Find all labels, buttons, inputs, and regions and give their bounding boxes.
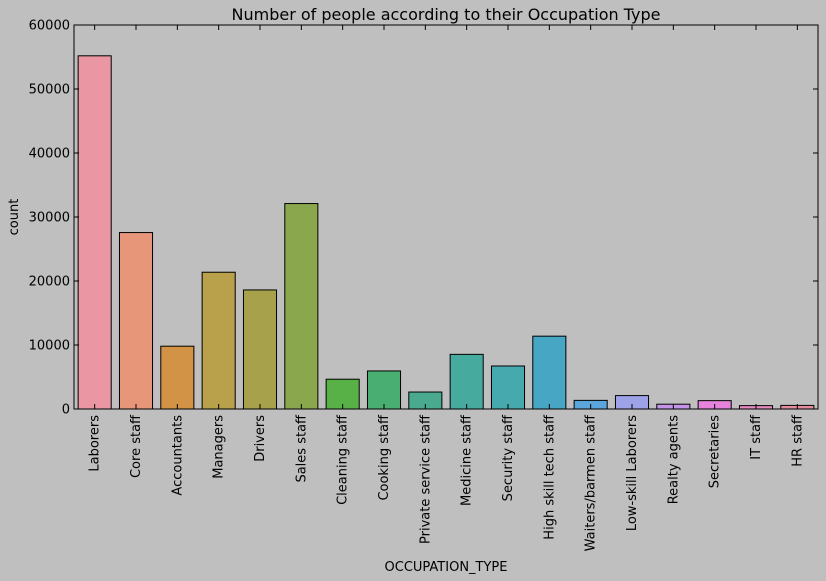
bar-medicine-staff (449, 353, 484, 410)
x-tick-label: IT staff (749, 414, 764, 460)
x-tick-label: HR staff (790, 414, 805, 467)
x-tick-label: Medicine staff (460, 414, 475, 506)
bar-security-staff (490, 365, 526, 410)
bars-layer (77, 55, 815, 410)
bar-managers (201, 271, 236, 410)
ticks-layer (74, 24, 818, 410)
x-tick-label: Security staff (501, 414, 516, 501)
y-tick-label: 20000 (29, 275, 70, 290)
x-tick-label: Core staff (129, 414, 144, 478)
x-tick-label: Cleaning staff (336, 414, 351, 505)
y-tick-label: 40000 (29, 147, 70, 162)
x-tick-label: Private service staff (418, 414, 433, 544)
x-tick-label: Low-skill Laborers (625, 415, 640, 531)
x-tick-label: Realty agents (666, 415, 681, 505)
labels-layer: Laborers Core staff Accountants Managers Dri… (29, 19, 806, 552)
x-tick-label: Managers (212, 415, 227, 479)
bar-sales-staff (284, 203, 319, 410)
bar-core-staff (118, 232, 154, 410)
chart-title: Number of people according to their Occu… (232, 5, 661, 24)
x-tick-label: Laborers (88, 415, 103, 472)
x-tick-label: Accountants (170, 415, 185, 496)
bar-cooking-staff (366, 370, 402, 410)
bar-drivers (242, 289, 278, 410)
y-tick-label: 0 (62, 403, 70, 418)
x-tick-label: High skill tech staff (542, 414, 557, 540)
y-axis-label: count (7, 199, 22, 236)
x-axis-label: OCCUPATION_TYPE (385, 560, 508, 575)
bar-accountants (160, 345, 195, 410)
x-tick-label: Drivers (253, 415, 268, 462)
bar-laborers (77, 55, 112, 410)
x-tick-label: Cooking staff (377, 414, 392, 501)
bar-high-skill-tech-staff (532, 335, 567, 410)
y-tick-label: 60000 (29, 19, 70, 34)
x-tick-label: Secretaries (708, 415, 723, 488)
y-tick-label: 30000 (29, 211, 70, 226)
x-tick-label: Waiters/barmen staff (584, 414, 599, 551)
y-tick-label: 50000 (29, 83, 70, 98)
x-tick-label: Sales staff (294, 414, 309, 483)
y-tick-label: 10000 (29, 339, 70, 354)
